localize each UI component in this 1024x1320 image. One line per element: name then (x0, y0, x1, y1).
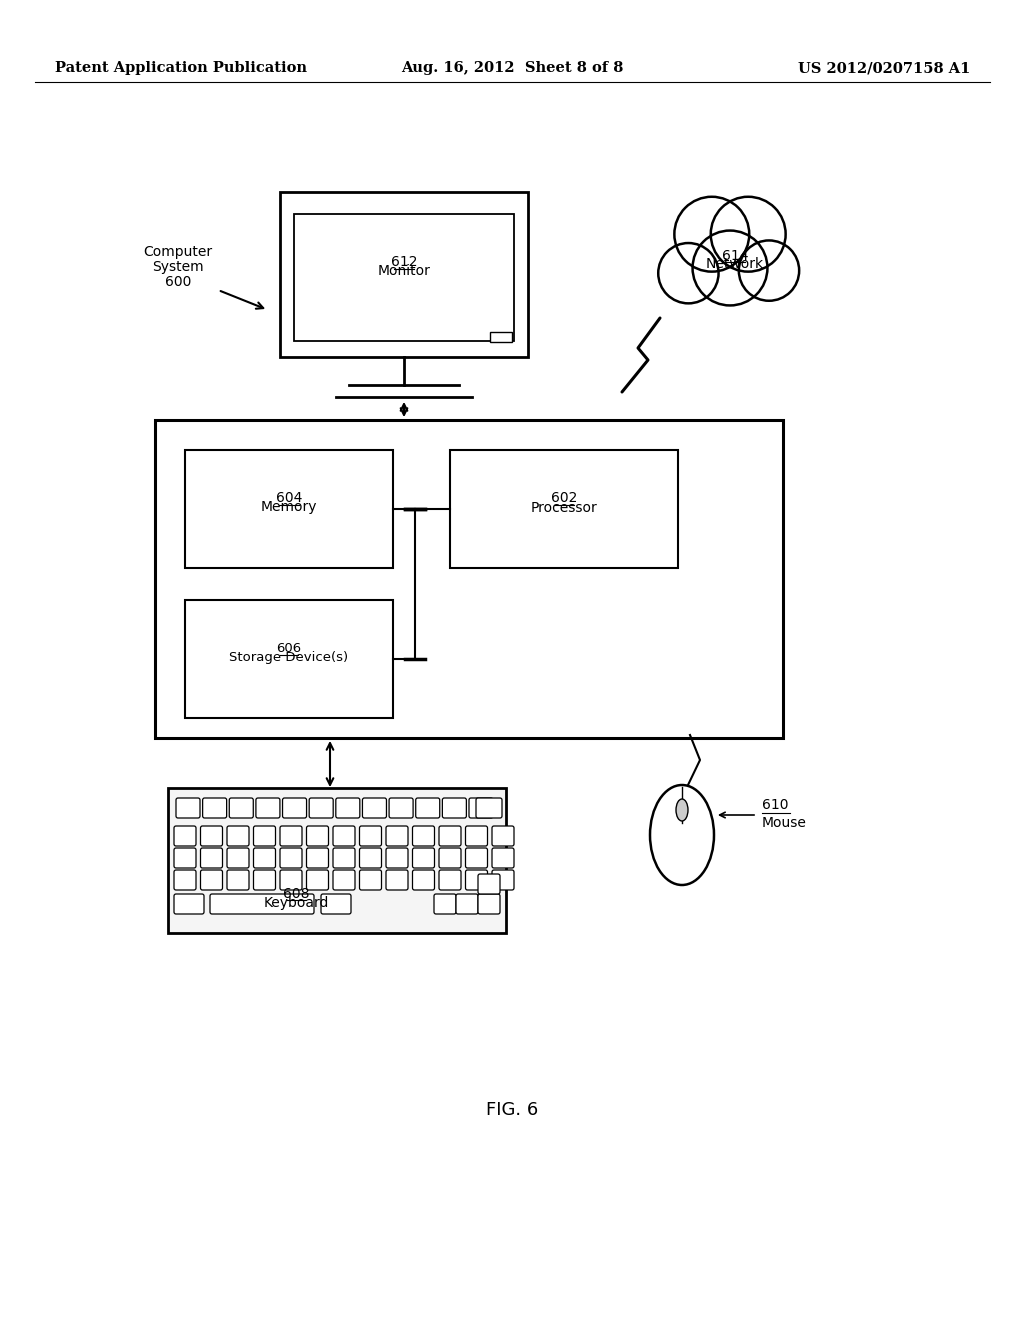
FancyBboxPatch shape (492, 847, 514, 869)
FancyBboxPatch shape (336, 799, 359, 818)
Text: Aug. 16, 2012  Sheet 8 of 8: Aug. 16, 2012 Sheet 8 of 8 (400, 61, 624, 75)
Ellipse shape (650, 785, 714, 884)
Circle shape (711, 197, 785, 272)
FancyBboxPatch shape (254, 826, 275, 846)
FancyBboxPatch shape (413, 826, 434, 846)
FancyBboxPatch shape (229, 799, 253, 818)
FancyBboxPatch shape (201, 870, 222, 890)
FancyBboxPatch shape (413, 870, 434, 890)
Text: 604: 604 (275, 491, 302, 506)
Text: Computer: Computer (143, 246, 213, 259)
Text: 608: 608 (284, 887, 309, 900)
Bar (450, 450, 678, 568)
FancyBboxPatch shape (359, 870, 382, 890)
FancyBboxPatch shape (227, 870, 249, 890)
FancyBboxPatch shape (333, 870, 355, 890)
FancyBboxPatch shape (456, 894, 478, 913)
FancyBboxPatch shape (306, 870, 329, 890)
FancyBboxPatch shape (283, 799, 306, 818)
FancyBboxPatch shape (469, 799, 493, 818)
FancyBboxPatch shape (492, 870, 514, 890)
Text: FIG. 6: FIG. 6 (485, 1101, 539, 1119)
FancyBboxPatch shape (442, 799, 466, 818)
Bar (185, 450, 393, 568)
FancyBboxPatch shape (174, 870, 196, 890)
Bar (490, 333, 512, 342)
FancyBboxPatch shape (280, 870, 302, 890)
FancyBboxPatch shape (321, 894, 351, 913)
Text: Network: Network (706, 257, 764, 272)
FancyBboxPatch shape (478, 874, 500, 894)
FancyBboxPatch shape (227, 826, 249, 846)
Text: 600: 600 (165, 275, 191, 289)
FancyBboxPatch shape (386, 870, 408, 890)
FancyBboxPatch shape (306, 847, 329, 869)
Bar (185, 601, 393, 718)
Text: US 2012/0207158 A1: US 2012/0207158 A1 (798, 61, 970, 75)
Text: Memory: Memory (261, 500, 317, 515)
Text: Patent Application Publication: Patent Application Publication (55, 61, 307, 75)
FancyBboxPatch shape (466, 826, 487, 846)
FancyBboxPatch shape (476, 799, 502, 818)
Text: 602: 602 (551, 491, 578, 506)
Text: Storage Device(s): Storage Device(s) (229, 651, 348, 664)
FancyBboxPatch shape (492, 826, 514, 846)
FancyBboxPatch shape (413, 847, 434, 869)
Text: 610: 610 (762, 799, 788, 812)
FancyBboxPatch shape (439, 847, 461, 869)
FancyBboxPatch shape (174, 826, 196, 846)
FancyBboxPatch shape (227, 847, 249, 869)
FancyBboxPatch shape (333, 826, 355, 846)
FancyBboxPatch shape (386, 826, 408, 846)
FancyBboxPatch shape (416, 799, 439, 818)
FancyBboxPatch shape (389, 799, 413, 818)
FancyBboxPatch shape (306, 826, 329, 846)
Text: Mouse: Mouse (762, 816, 807, 830)
FancyBboxPatch shape (256, 799, 280, 818)
FancyBboxPatch shape (434, 894, 456, 913)
Circle shape (675, 197, 750, 272)
Ellipse shape (676, 799, 688, 821)
FancyBboxPatch shape (254, 847, 275, 869)
FancyBboxPatch shape (254, 870, 275, 890)
FancyBboxPatch shape (203, 799, 226, 818)
FancyBboxPatch shape (176, 799, 200, 818)
FancyBboxPatch shape (466, 847, 487, 869)
Text: Processor: Processor (530, 500, 597, 515)
FancyBboxPatch shape (174, 894, 204, 913)
FancyBboxPatch shape (359, 847, 382, 869)
FancyBboxPatch shape (333, 847, 355, 869)
Text: System: System (153, 260, 204, 275)
Text: Keyboard: Keyboard (264, 895, 329, 909)
FancyBboxPatch shape (359, 826, 382, 846)
Text: 614: 614 (722, 248, 749, 263)
FancyBboxPatch shape (478, 894, 500, 913)
FancyBboxPatch shape (210, 894, 314, 913)
FancyBboxPatch shape (439, 870, 461, 890)
FancyBboxPatch shape (201, 826, 222, 846)
FancyBboxPatch shape (362, 799, 386, 818)
FancyBboxPatch shape (174, 847, 196, 869)
FancyBboxPatch shape (439, 826, 461, 846)
Circle shape (692, 231, 767, 305)
Bar (294, 214, 514, 341)
Bar (155, 420, 783, 738)
FancyBboxPatch shape (201, 847, 222, 869)
Text: 612: 612 (391, 255, 417, 269)
Circle shape (739, 240, 799, 301)
Text: Monitor: Monitor (378, 264, 430, 279)
FancyBboxPatch shape (280, 847, 302, 869)
FancyBboxPatch shape (466, 870, 487, 890)
Bar (168, 788, 506, 933)
Bar (280, 191, 528, 356)
FancyBboxPatch shape (280, 826, 302, 846)
Circle shape (658, 243, 719, 304)
Text: 606: 606 (276, 643, 301, 655)
FancyBboxPatch shape (386, 847, 408, 869)
FancyBboxPatch shape (309, 799, 333, 818)
